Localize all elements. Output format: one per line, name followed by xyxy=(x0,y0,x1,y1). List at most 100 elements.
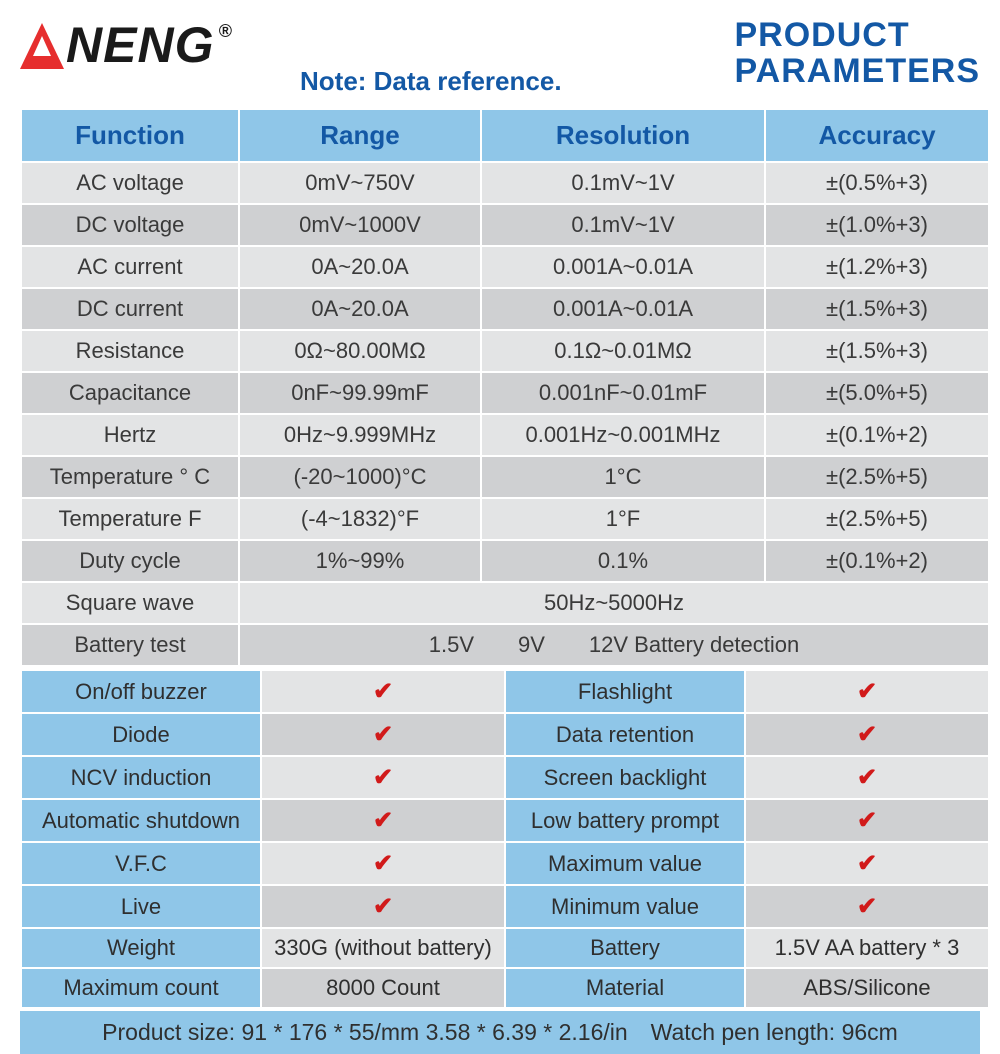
check-icon: ✔ xyxy=(857,850,877,877)
feature-row: V.F.C ✔ Maximum value ✔ xyxy=(22,843,988,884)
check-icon: ✔ xyxy=(857,807,877,834)
table-cell: ±(1.0%+3) xyxy=(766,205,988,245)
feature-value: ✔ xyxy=(746,886,988,927)
feature-label: Battery xyxy=(506,929,744,967)
table-cell: 0.1mV~1V xyxy=(482,205,764,245)
check-icon: ✔ xyxy=(857,678,877,705)
table-cell: (-20~1000)°C xyxy=(240,457,480,497)
table-row: Battery test1.5V 9V 12V Battery detectio… xyxy=(22,625,988,665)
feature-label: Data retention xyxy=(506,714,744,755)
table-cell: ±(1.5%+3) xyxy=(766,289,988,329)
table-cell: 0mV~750V xyxy=(240,163,480,203)
table-cell: ±(1.2%+3) xyxy=(766,247,988,287)
spec-header-row: Function Range Resolution Accuracy xyxy=(22,110,988,161)
registered-mark: ® xyxy=(218,21,232,41)
table-cell: 0A~20.0A xyxy=(240,247,480,287)
table-row: DC voltage0mV~1000V0.1mV~1V±(1.0%+3) xyxy=(22,205,988,245)
check-icon: ✔ xyxy=(857,764,877,791)
table-cell: AC current xyxy=(22,247,238,287)
feature-value: 8000 Count xyxy=(262,969,504,1007)
check-icon: ✔ xyxy=(373,807,393,834)
feature-row: NCV induction✔Screen backlight✔ xyxy=(22,757,988,798)
table-cell: 0.001A~0.01A xyxy=(482,289,764,329)
table-cell: 0.1mV~1V xyxy=(482,163,764,203)
table-cell: 1%~99% xyxy=(240,541,480,581)
table-cell: ±(2.5%+5) xyxy=(766,457,988,497)
feature-label: Flashlight xyxy=(506,671,744,712)
table-row: Resistance0Ω~80.00MΩ0.1Ω~0.01MΩ±(1.5%+3) xyxy=(22,331,988,371)
col-function: Function xyxy=(22,110,238,161)
brand-name: NENG® xyxy=(66,20,233,70)
table-row: Hertz0Hz~9.999MHz0.001Hz~0.001MHz±(0.1%+… xyxy=(22,415,988,455)
table-cell: Battery test xyxy=(22,625,238,665)
table-cell: 0mV~1000V xyxy=(240,205,480,245)
table-cell: 0.001A~0.01A xyxy=(482,247,764,287)
feature-value: ✔ xyxy=(746,800,988,841)
table-cell: 0.1Ω~0.01MΩ xyxy=(482,331,764,371)
table-row: AC current0A~20.0A0.001A~0.01A±(1.2%+3) xyxy=(22,247,988,287)
feature-label: Low battery prompt xyxy=(506,800,744,841)
table-cell: ±(0.1%+2) xyxy=(766,541,988,581)
table-row: DC current0A~20.0A0.001A~0.01A±(1.5%+3) xyxy=(22,289,988,329)
feature-label: Automatic shutdown xyxy=(22,800,260,841)
feature-label: Screen backlight xyxy=(506,757,744,798)
feature-value: 1.5V AA battery * 3 xyxy=(746,929,988,967)
feature-label: On/off buzzer xyxy=(22,671,260,712)
table-cell: 1.5V 9V 12V Battery detection xyxy=(240,625,988,665)
check-icon: ✔ xyxy=(373,678,393,705)
feature-value: ✔ xyxy=(746,714,988,755)
table-cell: 1°F xyxy=(482,499,764,539)
header: NENG® Note: Data reference. PRODUCT PARA… xyxy=(20,18,980,108)
page-title: PRODUCT PARAMETERS xyxy=(735,18,981,89)
feature-row: Automatic shutdown ✔ Low battery prompt ✔ xyxy=(22,800,988,841)
table-row: Temperature F(-4~1832)°F1°F±(2.5%+5) xyxy=(22,499,988,539)
feature-label: Diode xyxy=(22,714,260,755)
feature-label: Maximum value xyxy=(506,843,744,884)
table-cell: ±(5.0%+5) xyxy=(766,373,988,413)
check-icon: ✔ xyxy=(373,764,393,791)
note-text: Note: Data reference. xyxy=(300,66,562,97)
feature-value: ✔ xyxy=(262,757,504,798)
table-cell: Capacitance xyxy=(22,373,238,413)
brand-logo: NENG® xyxy=(20,20,233,70)
table-cell: ±(0.5%+3) xyxy=(766,163,988,203)
feature-label: Weight xyxy=(22,929,260,967)
table-cell: Temperature ° C xyxy=(22,457,238,497)
feature-label: Minimum value xyxy=(506,886,744,927)
table-row: Duty cycle1%~99%0.1%±(0.1%+2) xyxy=(22,541,988,581)
feature-label: Material xyxy=(506,969,744,1007)
table-cell: 0Ω~80.00MΩ xyxy=(240,331,480,371)
table-row: Temperature ° C(-20~1000)°C1°C±(2.5%+5) xyxy=(22,457,988,497)
feature-value: ✔ xyxy=(262,886,504,927)
feature-value: ✔ xyxy=(262,671,504,712)
title-line-1: PRODUCT xyxy=(735,18,981,54)
feature-value: ✔ xyxy=(746,671,988,712)
table-cell: 0A~20.0A xyxy=(240,289,480,329)
table-cell: ±(2.5%+5) xyxy=(766,499,988,539)
feature-row: Diode✔Data retention✔ xyxy=(22,714,988,755)
footer-dimensions: Product size: 91 * 176 * 55/mm 3.58 * 6.… xyxy=(20,1011,980,1054)
feature-row: Live✔Minimum value✔ xyxy=(22,886,988,927)
feature-row: Weight330G (without battery)Battery1.5V … xyxy=(22,929,988,967)
table-cell: Resistance xyxy=(22,331,238,371)
table-cell: DC voltage xyxy=(22,205,238,245)
table-row: Capacitance0nF~99.99mF0.001nF~0.01mF±(5.… xyxy=(22,373,988,413)
table-cell: 0.1% xyxy=(482,541,764,581)
spec-table: Function Range Resolution Accuracy AC vo… xyxy=(20,108,990,667)
table-cell: Square wave xyxy=(22,583,238,623)
logo-triangle-icon xyxy=(20,23,64,69)
col-accuracy: Accuracy xyxy=(766,110,988,161)
table-cell: ±(1.5%+3) xyxy=(766,331,988,371)
feature-value: ✔ xyxy=(746,843,988,884)
feature-row: On/off buzzer ✔ Flashlight ✔ xyxy=(22,671,988,712)
feature-value: 330G (without battery) xyxy=(262,929,504,967)
check-icon: ✔ xyxy=(857,893,877,920)
table-cell: 0.001nF~0.01mF xyxy=(482,373,764,413)
check-icon: ✔ xyxy=(373,893,393,920)
feature-value: ✔ xyxy=(262,800,504,841)
table-cell: 1°C xyxy=(482,457,764,497)
col-range: Range xyxy=(240,110,480,161)
feature-label: V.F.C xyxy=(22,843,260,884)
check-icon: ✔ xyxy=(373,850,393,877)
table-cell: Duty cycle xyxy=(22,541,238,581)
